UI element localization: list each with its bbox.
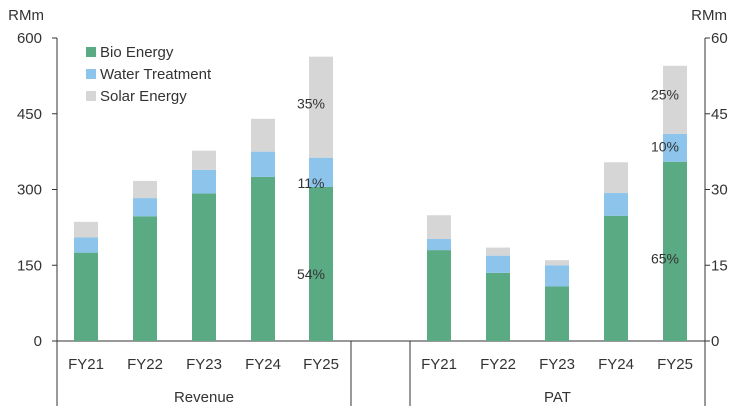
bar-water (545, 265, 569, 287)
x-category-label: FY22 (480, 356, 516, 373)
percent-annotation: 25% (651, 87, 679, 103)
percent-annotation: 11% (298, 175, 325, 191)
right-axis-tick-label: 15 (711, 257, 728, 274)
bar-bio (251, 176, 275, 341)
bar-solar (663, 65, 687, 134)
x-category-label: FY25 (303, 356, 339, 373)
bar-bio (133, 216, 157, 341)
bar-bio (427, 250, 451, 341)
x-category-label: FY21 (421, 356, 457, 373)
bar-bio (74, 252, 98, 341)
group-label: Revenue (174, 389, 234, 406)
right-axis-unit: RMm (691, 7, 727, 24)
bar-water (663, 133, 687, 162)
right-axis-tick-label: 45 (711, 106, 728, 123)
bar-solar (251, 118, 275, 152)
bars-layer (74, 56, 687, 341)
x-category-label: FY23 (186, 356, 222, 373)
bar-water (604, 193, 628, 216)
left-axis-tick-label: 300 (17, 182, 42, 199)
bar-solar (427, 215, 451, 239)
bar-bio (663, 161, 687, 341)
left-axis-tick-label: 600 (17, 30, 42, 47)
labels-layer: 0 150 300 450 600 RMm 0 15 30 45 60 RMm FY21 FY22 FY23… (8, 7, 728, 406)
bar-bio (545, 286, 569, 341)
x-category-label: FY24 (598, 356, 634, 373)
bar-solar (74, 221, 98, 238)
x-category-label: FY22 (127, 356, 163, 373)
bar-water (251, 151, 275, 177)
x-category-label: FY21 (68, 356, 104, 373)
bar-solar (604, 162, 628, 194)
bar-water (486, 255, 510, 273)
percent-annotation: 35% (297, 96, 325, 112)
legend-swatch-bio (86, 47, 96, 57)
x-category-label: FY24 (245, 356, 281, 373)
bar-solar (192, 150, 216, 170)
bar-bio (309, 186, 333, 341)
left-axis-tick-label: 450 (17, 106, 42, 123)
legend-swatch-water (86, 69, 96, 79)
legend: Bio Energy Water Treatment Solar Energy (86, 44, 212, 105)
right-axis-tick-label: 60 (711, 30, 728, 47)
x-category-label: FY23 (539, 356, 575, 373)
group-label: PAT (544, 389, 571, 406)
percent-annotation: 65% (651, 251, 679, 267)
bar-solar (545, 260, 569, 266)
percent-annotation: 10% (651, 139, 679, 155)
legend-label-bio: Bio Energy (100, 44, 174, 61)
bar-water (427, 238, 451, 251)
bar-bio (604, 215, 628, 341)
bar-water (309, 157, 333, 187)
bar-bio (192, 193, 216, 341)
left-axis-unit: RMm (8, 7, 44, 24)
bar-bio (486, 272, 510, 341)
bar-solar (133, 180, 157, 199)
bar-water (74, 237, 98, 253)
x-category-label: FY25 (657, 356, 693, 373)
bar-water (133, 198, 157, 217)
legend-label-solar: Solar Energy (100, 88, 187, 105)
left-axis-tick-label: 150 (17, 257, 42, 274)
legend-label-water: Water Treatment (100, 66, 212, 83)
legend-swatch-solar (86, 91, 96, 101)
right-axis-tick-label: 0 (711, 333, 719, 350)
axes-layer (52, 37, 710, 406)
left-axis-tick-label: 0 (34, 333, 42, 350)
percent-annotation: 54% (297, 266, 325, 282)
bar-solar (486, 247, 510, 256)
bar-solar (309, 56, 333, 158)
right-axis-tick-label: 30 (711, 182, 728, 199)
bar-water (192, 169, 216, 194)
